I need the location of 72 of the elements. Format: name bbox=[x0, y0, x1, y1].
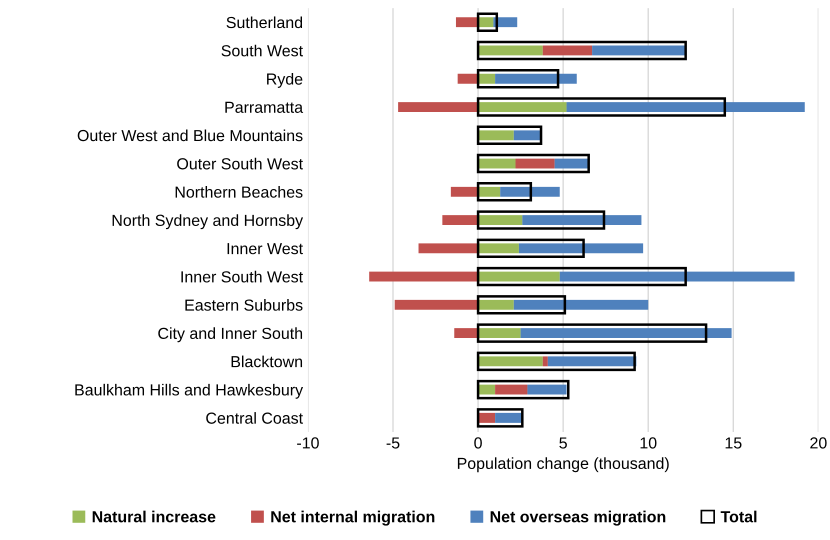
y-tick-label: City and Inner South bbox=[158, 327, 302, 342]
y-tick-label: Sutherland bbox=[226, 16, 302, 28]
y-tick-label: Outer West and Blue Mountains bbox=[78, 129, 303, 142]
x-tick-label: 0 bbox=[474, 437, 482, 449]
x-tick-label: 5 bbox=[559, 437, 567, 449]
y-tick-label: Ryde bbox=[267, 72, 302, 88]
legend-label: Natural increase bbox=[92, 510, 216, 522]
y-tick-label: Eastern Suburbs bbox=[185, 299, 302, 311]
y-tick-label: North Sydney and Hornsby bbox=[112, 214, 304, 230]
bar bbox=[476, 408, 524, 428]
bar bbox=[495, 384, 528, 395]
bar bbox=[495, 74, 577, 84]
bar bbox=[478, 328, 521, 338]
legend-label: Net internal migration bbox=[271, 510, 434, 526]
y-tick-label: South West bbox=[222, 44, 303, 56]
bar bbox=[476, 380, 570, 400]
x-tick-label: -10 bbox=[297, 437, 319, 449]
x-tick-label: 20 bbox=[810, 437, 827, 449]
bar bbox=[522, 215, 642, 225]
legend-label: Net overseas migration bbox=[490, 510, 666, 526]
bar bbox=[418, 243, 478, 254]
bar bbox=[514, 300, 648, 310]
bar bbox=[478, 130, 514, 140]
bar bbox=[476, 154, 590, 174]
y-tick-label: Northern Beaches bbox=[176, 186, 302, 198]
y-tick-label: Inner West bbox=[228, 243, 303, 254]
bar bbox=[516, 158, 555, 168]
y-tick-label: Blacktown bbox=[232, 356, 302, 368]
bar bbox=[495, 412, 522, 423]
bar bbox=[548, 356, 636, 366]
y-tick-label: Baulkham Hills and Hawkesbury bbox=[75, 384, 304, 399]
x-tick-label: 15 bbox=[726, 437, 742, 449]
bar bbox=[476, 352, 636, 372]
bar bbox=[542, 46, 592, 56]
bar bbox=[478, 384, 496, 395]
x-axis-title: Population change (thousand) bbox=[458, 457, 669, 472]
bar bbox=[554, 158, 589, 168]
bar bbox=[514, 130, 542, 140]
bar bbox=[478, 300, 514, 310]
x-tick-label: -5 bbox=[386, 437, 400, 449]
bar bbox=[566, 102, 805, 112]
bar bbox=[456, 17, 478, 28]
bar bbox=[394, 300, 478, 310]
bar bbox=[369, 272, 478, 282]
x-tick-label: 10 bbox=[640, 437, 656, 449]
bar bbox=[518, 243, 644, 254]
bar bbox=[478, 102, 567, 112]
bar bbox=[478, 243, 519, 254]
bar bbox=[478, 46, 543, 56]
bar bbox=[478, 272, 560, 282]
y-tick-label: Outer South West bbox=[177, 158, 303, 170]
legend-label: Total bbox=[720, 510, 756, 522]
bar bbox=[458, 74, 478, 84]
bar bbox=[500, 186, 560, 197]
bar bbox=[542, 356, 548, 366]
y-tick-label: Inner South West bbox=[181, 270, 303, 283]
bar bbox=[478, 158, 516, 168]
bar bbox=[478, 356, 543, 366]
bar bbox=[520, 328, 732, 338]
bar bbox=[478, 215, 522, 225]
bar bbox=[478, 412, 496, 423]
bar bbox=[442, 215, 478, 225]
y-tick-label: Parramatta bbox=[225, 102, 304, 113]
bar bbox=[450, 186, 478, 197]
bar bbox=[398, 102, 478, 112]
bar bbox=[454, 328, 478, 338]
bar bbox=[476, 126, 542, 145]
bar bbox=[560, 272, 795, 282]
y-tick-label: Central Coast bbox=[206, 412, 303, 424]
bar bbox=[592, 46, 686, 56]
bar bbox=[476, 40, 687, 60]
bar bbox=[527, 384, 567, 395]
